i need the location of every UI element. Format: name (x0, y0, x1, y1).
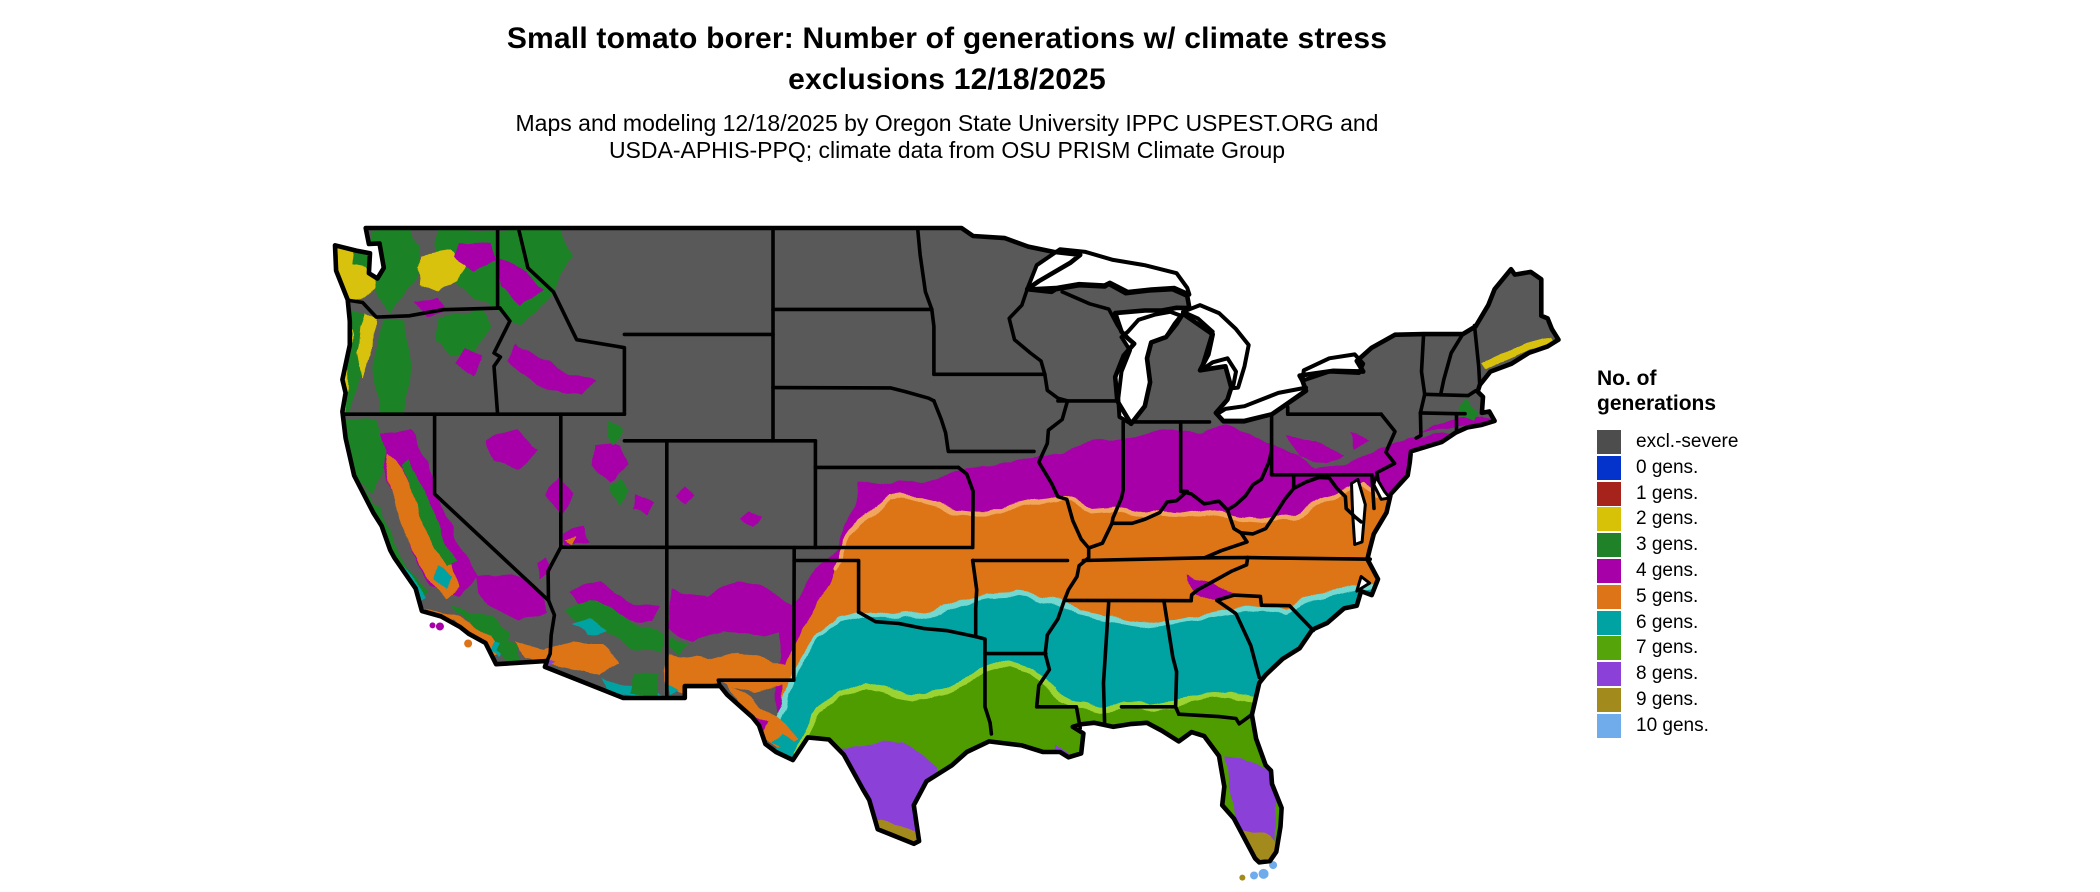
us-generations-map (330, 214, 1575, 892)
legend-swatch (1597, 713, 1621, 738)
legend-label: excl.-severe (1636, 431, 1739, 452)
legend-swatch (1597, 507, 1621, 532)
legend-swatch (1597, 584, 1621, 609)
legend-swatch (1597, 430, 1621, 454)
legend-label: 0 gens. (1636, 456, 1699, 478)
legend: No. of generations excl.-severe 0 gens. 1 … (1597, 366, 1857, 740)
map-title-line2: exclusions 12/18/2025 (788, 63, 1106, 96)
legend-label: 2 gens. (1636, 508, 1699, 530)
legend-label: 10 gens. (1636, 714, 1709, 736)
legend-swatch (1597, 455, 1621, 480)
legend-swatch (1597, 662, 1621, 687)
legend-swatch (1597, 558, 1621, 583)
legend-item: 3 gens. (1597, 533, 1857, 558)
legend-item: 2 gens. (1597, 507, 1857, 532)
legend-item: 7 gens. (1597, 636, 1857, 661)
legend-title-line2: generations (1597, 392, 1717, 415)
legend-label: 8 gens. (1636, 663, 1699, 685)
legend-label: 7 gens. (1636, 637, 1699, 659)
map-subtitle: Maps and modeling 12/18/2025 by Oregon S… (0, 110, 1894, 164)
legend-label: 6 gens. (1636, 611, 1699, 633)
legend-swatch (1597, 481, 1621, 506)
legend-item: 9 gens. (1597, 687, 1857, 712)
legend-item: 5 gens. (1597, 584, 1857, 609)
legend-items: excl.-severe 0 gens. 1 gens. 2 gens. 3 gens.… (1597, 430, 1857, 738)
legend-label: 1 gens. (1636, 482, 1699, 504)
figure-header: Small tomato borer: Number of generation… (0, 18, 1894, 164)
map-title: Small tomato borer: Number of generation… (0, 18, 1894, 100)
legend-title-line1: No. of (1597, 367, 1657, 390)
legend-label: 9 gens. (1636, 688, 1699, 710)
legend-swatch (1597, 610, 1621, 635)
map-title-line1: Small tomato borer: Number of generation… (506, 22, 1388, 55)
legend-item: excl.-severe (1597, 430, 1857, 454)
map-subtitle-line1: Maps and modeling 12/18/2025 by Oregon S… (515, 110, 1379, 136)
map-subtitle-line2: USDA-APHIS-PPQ; climate data from OSU PR… (608, 137, 1286, 163)
legend-label: 4 gens. (1636, 559, 1699, 581)
legend-swatch (1597, 636, 1621, 661)
legend-item: 8 gens. (1597, 662, 1857, 687)
legend-item: 1 gens. (1597, 481, 1857, 506)
legend-label: 5 gens. (1636, 585, 1699, 607)
legend-item: 4 gens. (1597, 558, 1857, 583)
legend-item: 10 gens. (1597, 713, 1857, 738)
legend-swatch (1597, 687, 1621, 712)
legend-swatch (1597, 533, 1621, 558)
legend-label: 3 gens. (1636, 534, 1699, 556)
legend-item: 6 gens. (1597, 610, 1857, 635)
legend-item: 0 gens. (1597, 455, 1857, 480)
legend-title: No. of generations (1597, 366, 1857, 416)
